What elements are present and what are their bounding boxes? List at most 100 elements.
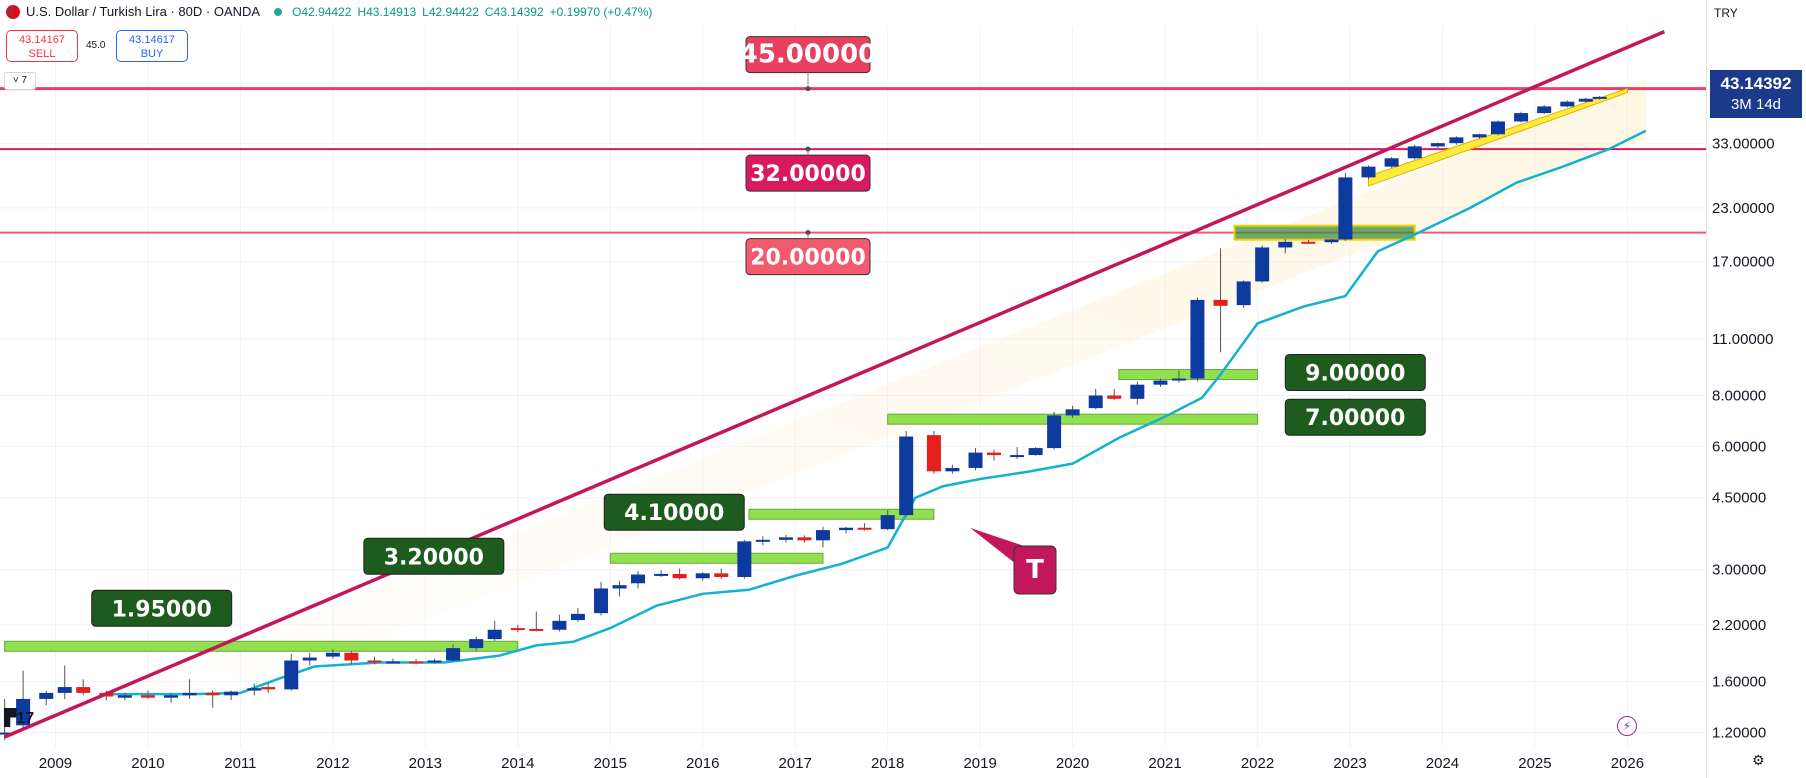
ohlc-high: H43.14913 <box>357 4 417 19</box>
candle <box>1028 447 1043 456</box>
ohlc-close: C43.14392 <box>484 4 544 19</box>
candle <box>247 683 262 696</box>
candle-body <box>1088 395 1103 409</box>
x-tick-label: 2019 <box>963 755 996 772</box>
candle <box>76 679 91 696</box>
trend-label-text: T <box>1026 555 1044 585</box>
candle-body <box>987 452 1002 456</box>
candle-body <box>1153 380 1168 385</box>
candle-body <box>815 530 830 541</box>
candle-body <box>1384 158 1399 167</box>
candle <box>926 430 941 474</box>
x-tick-label: 2016 <box>686 755 719 772</box>
x-tick-label: 2015 <box>594 755 627 772</box>
trend-line <box>3 30 1666 739</box>
zone-label-text: 1.95000 <box>112 597 212 622</box>
candle-body <box>117 695 132 698</box>
sell-price: 43.14167 <box>19 34 65 46</box>
candle-body <box>899 436 914 516</box>
candle-body <box>672 573 687 579</box>
candle-body <box>1490 121 1505 135</box>
candle <box>325 649 340 659</box>
y-tick-label: 23.00000 <box>1712 200 1775 217</box>
y-tick-label: 1.60000 <box>1712 673 1766 690</box>
candle <box>385 658 400 664</box>
candle <box>1301 239 1316 244</box>
market-status-icon <box>274 7 283 16</box>
candle-body <box>57 687 72 693</box>
y-tick-label: 8.00000 <box>1712 387 1766 404</box>
y-tick-label: 1.20000 <box>1712 725 1766 742</box>
candle-body <box>529 628 544 631</box>
candle <box>968 448 983 471</box>
candle-body <box>487 629 502 640</box>
zone-label-box <box>603 493 745 531</box>
candle-body <box>1190 299 1205 379</box>
candle-body <box>1255 247 1270 282</box>
candle <box>1130 381 1145 405</box>
flag-icon <box>6 4 20 19</box>
level-label-text: 45.00000 <box>740 40 877 70</box>
candle-body <box>0 732 12 735</box>
candle <box>1088 388 1103 410</box>
tradingview-logo[interactable]: ▛17 <box>4 710 35 727</box>
candle <box>164 692 179 703</box>
support-zone <box>4 640 519 652</box>
candle <box>1514 111 1529 123</box>
candle <box>224 690 239 701</box>
candle <box>797 535 812 543</box>
sell-button[interactable]: 43.14167 SELL <box>6 30 78 62</box>
candle-body <box>39 692 54 699</box>
candle-body <box>385 661 400 664</box>
candle-body <box>284 660 299 690</box>
candle-body <box>1047 415 1062 449</box>
support-zone <box>748 508 935 520</box>
zone-label-box <box>91 589 233 627</box>
candle-body <box>880 515 895 530</box>
candle-body <box>570 613 585 621</box>
buy-button[interactable]: 43.14617 BUY <box>116 30 188 62</box>
zone-label-box <box>1284 398 1426 436</box>
candle <box>1449 136 1464 145</box>
candle-body <box>755 539 770 542</box>
candle <box>487 620 502 641</box>
settings-icon[interactable]: ⚙ <box>1752 752 1765 768</box>
candle <box>284 653 299 691</box>
candle-body <box>552 620 567 630</box>
candle-body <box>968 452 983 468</box>
lightning-icon[interactable]: ⚡ <box>1617 716 1637 736</box>
candle-body <box>261 687 276 690</box>
candle-body <box>510 628 525 631</box>
candle-body <box>469 639 484 649</box>
candle-body <box>857 527 872 530</box>
currency-label[interactable]: TRY <box>1714 6 1738 20</box>
candle <box>945 464 960 474</box>
zone-label-text: 7.00000 <box>1305 406 1405 431</box>
current-price: 43.14392 <box>1720 74 1792 93</box>
candle-body <box>1407 146 1422 159</box>
support-zone <box>1118 369 1259 381</box>
candle-body <box>446 648 461 661</box>
candle-body <box>594 588 609 614</box>
candle-body <box>344 652 359 661</box>
candle <box>0 698 12 741</box>
candle-body <box>205 692 220 696</box>
candle <box>510 624 525 633</box>
candle <box>205 690 220 708</box>
candle-body <box>1301 241 1316 244</box>
indicators-collapse-button[interactable]: ˅ 7 <box>4 72 36 90</box>
candle-body <box>140 695 155 698</box>
candle-body <box>1065 409 1080 416</box>
symbol-header[interactable]: U.S. Dollar / Turkish Lira · 80D · OANDA… <box>6 4 652 19</box>
candle <box>1236 280 1251 308</box>
x-tick-label: 2023 <box>1333 755 1366 772</box>
y-tick-label: 4.50000 <box>1712 490 1766 507</box>
logo-text: 17 <box>16 710 35 727</box>
candle <box>631 570 646 589</box>
candle <box>552 614 567 632</box>
y-tick-label: 6.00000 <box>1712 439 1766 456</box>
sell-label: SELL <box>28 48 56 60</box>
candle-body <box>367 660 382 663</box>
x-tick-label: 2021 <box>1148 755 1181 772</box>
